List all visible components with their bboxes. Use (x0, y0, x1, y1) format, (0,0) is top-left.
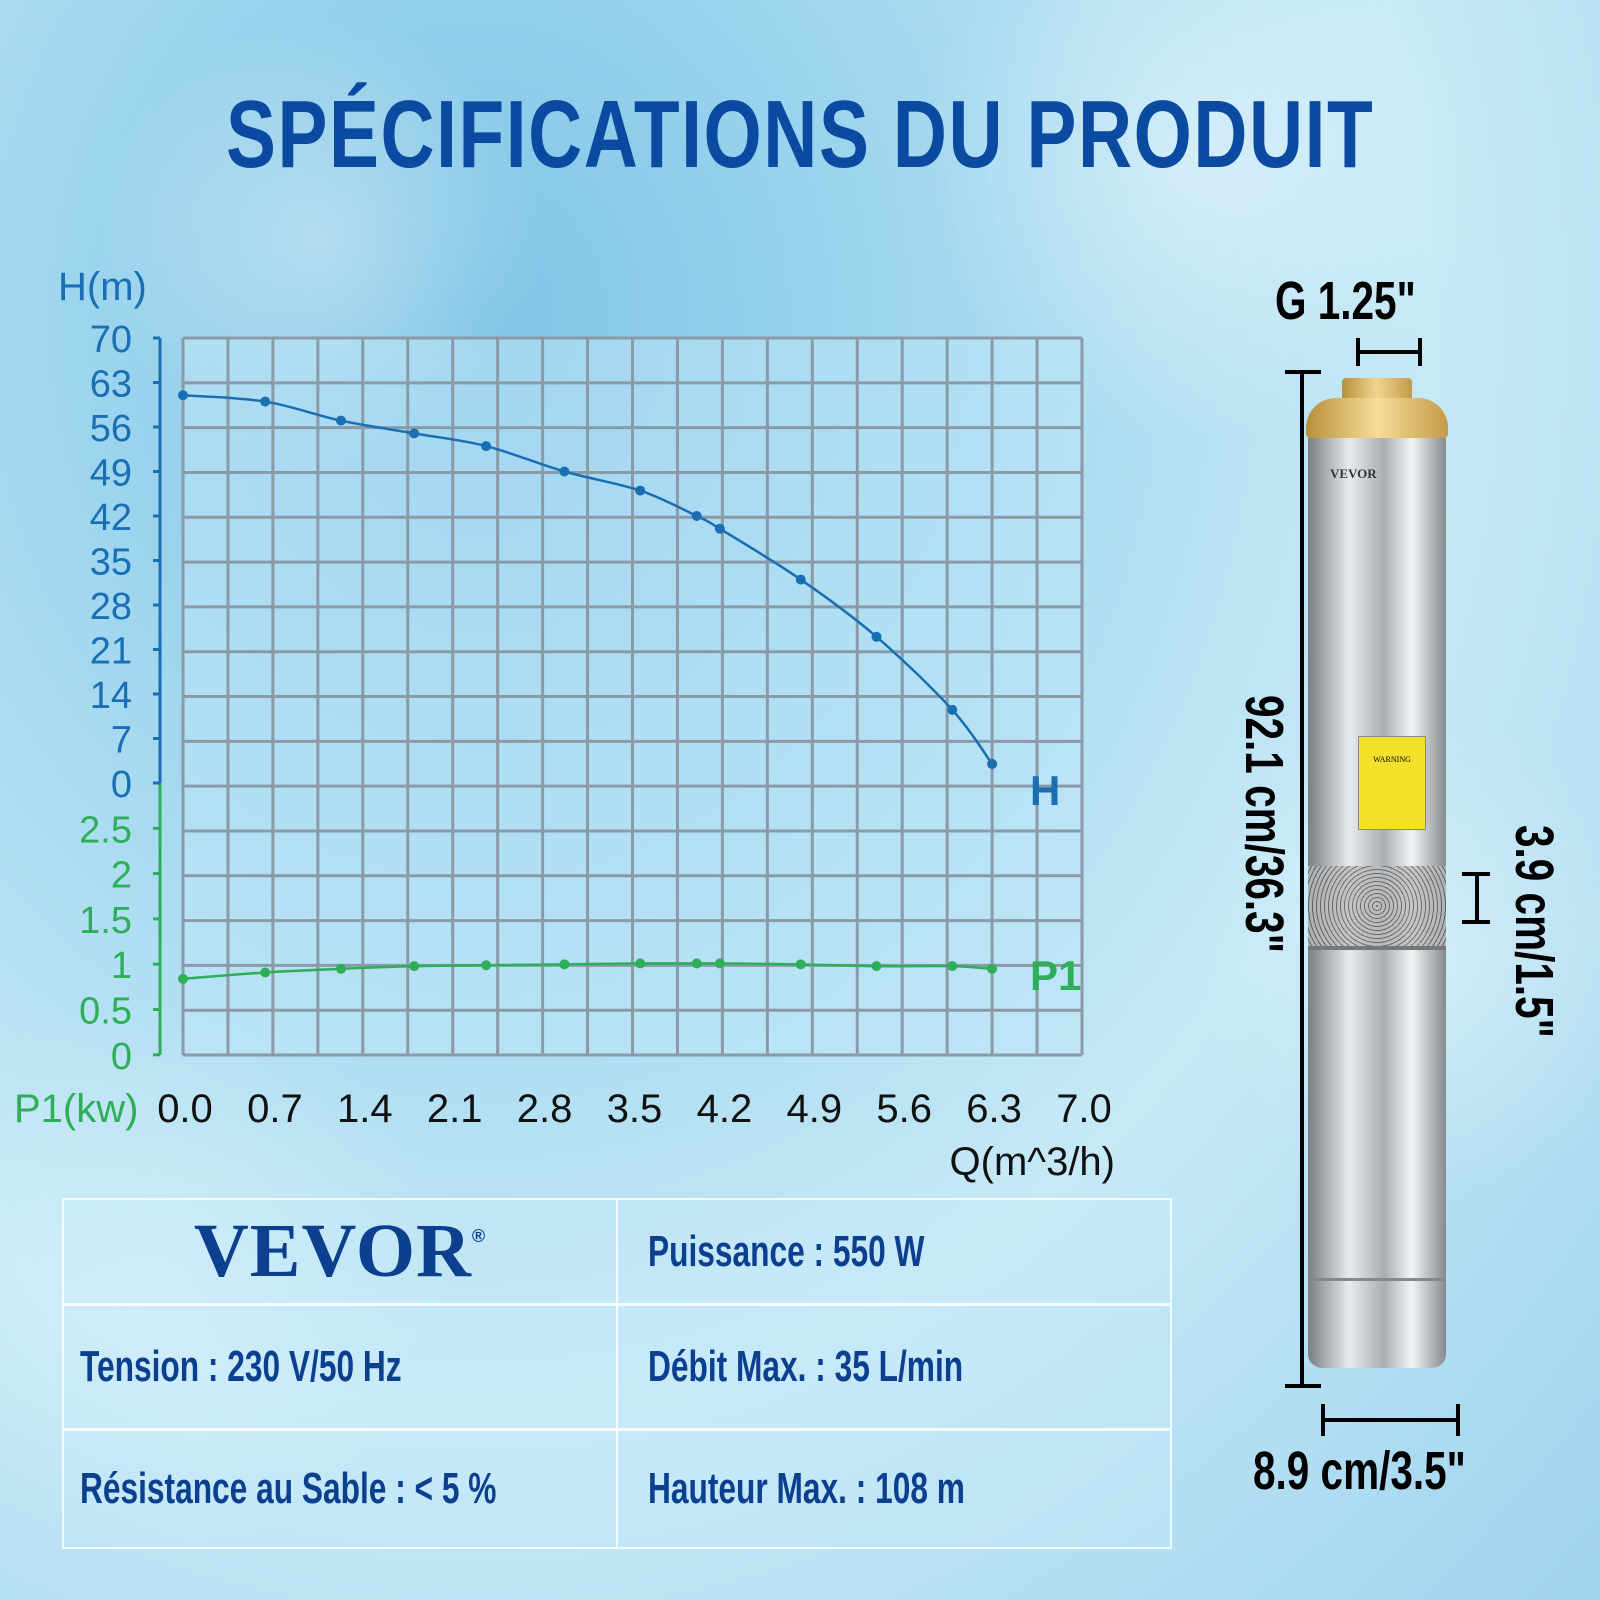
data-point-p1 (335, 963, 346, 974)
x-axis-label: Q(m^3/h) (950, 1140, 1115, 1184)
p1-tick-label: 0 (111, 1036, 132, 1078)
data-point-p1 (871, 961, 882, 972)
data-point-h (178, 390, 188, 401)
x-tick-label: 7.0 (1056, 1087, 1112, 1131)
dimension-line (1323, 1418, 1459, 1422)
data-point-p1 (987, 963, 998, 974)
data-point-h (335, 415, 346, 426)
data-point-p1 (635, 958, 646, 969)
spec-power: Puissance : 550 W (648, 1226, 925, 1276)
h-tick-label: 56 (90, 408, 132, 450)
h-tick-label: 70 (90, 319, 132, 361)
data-point-h (714, 523, 725, 534)
data-point-h (947, 704, 958, 715)
diameter-dimension: 8.9 cm/3.5" (1253, 1441, 1466, 1501)
spec-table: VEVOR ® Puissance : 550 W Tension : 230 V… (62, 1198, 1172, 1549)
data-point-p1 (481, 960, 492, 971)
x-tick-label: 4.9 (786, 1087, 842, 1131)
data-point-h (795, 574, 806, 585)
data-point-p1 (947, 961, 958, 972)
length-dimension: 92.1 cm/36.3" (1234, 695, 1294, 953)
warning-label: WARNING (1358, 736, 1426, 830)
divider (616, 1200, 618, 1547)
x-tick-label: 2.1 (427, 1087, 483, 1131)
data-point-p1 (714, 958, 725, 969)
data-point-h (481, 441, 492, 452)
data-point-h (987, 758, 998, 769)
dimension-line (1358, 350, 1420, 354)
p1-tick-label: 1 (111, 945, 132, 987)
data-point-p1 (559, 959, 570, 970)
p1-tick-label: 1.5 (79, 900, 132, 942)
x-tick-label: 5.6 (876, 1087, 932, 1131)
x-tick-label: 4.2 (697, 1087, 753, 1131)
h-tick-label: 42 (90, 497, 132, 539)
x-tick-label: 3.5 (607, 1087, 663, 1131)
h-tick-label: 14 (90, 675, 132, 717)
divider (64, 1303, 1170, 1306)
x-tick-label: 6.3 (966, 1087, 1022, 1131)
spec-voltage: Tension : 230 V/50 Hz (80, 1341, 402, 1391)
data-point-h (635, 485, 646, 496)
data-point-h (691, 511, 702, 521)
divider (64, 1428, 1170, 1431)
data-point-h (559, 466, 570, 477)
dimension-line (1475, 873, 1479, 923)
h-tick-label: 21 (90, 631, 132, 673)
inlet-mesh (1308, 866, 1446, 946)
spec-max-flow: Débit Max. : 35 L/min (648, 1341, 964, 1391)
series-label-h: H (1030, 767, 1060, 814)
data-point-p1 (795, 959, 806, 970)
x-tick-label: 0.7 (247, 1087, 303, 1131)
p1-tick-label: 2 (111, 855, 132, 897)
h-tick-label: 28 (90, 586, 132, 628)
data-point-h (260, 396, 271, 407)
data-point-p1 (178, 973, 188, 984)
outlet-dimension: G 1.25" (1275, 271, 1416, 331)
pump-image: VEVOR WARNING (1306, 378, 1448, 1370)
dimension-line (1300, 372, 1304, 1388)
vevor-logo: VEVOR ® (193, 1209, 487, 1293)
data-point-h (871, 631, 882, 642)
data-point-p1 (409, 961, 420, 972)
x-tick-label: 0.0 (157, 1087, 213, 1131)
data-point-p1 (691, 958, 702, 969)
inlet-dimension: 3.9 cm/1.5" (1504, 825, 1564, 1038)
h-tick-label: 49 (90, 453, 132, 495)
spec-sand-resistance: Résistance au Sable : < 5 % (80, 1464, 497, 1513)
h-tick-label: 63 (90, 364, 132, 406)
p1-axis-label: P1(kw) (14, 1087, 138, 1131)
h-tick-label: 7 (111, 720, 132, 762)
data-point-p1 (260, 967, 271, 978)
h-axis-label: H(m) (58, 265, 147, 309)
h-tick-label: 35 (90, 542, 132, 584)
data-point-h (409, 428, 420, 439)
p1-tick-label: 2.5 (79, 809, 132, 851)
x-tick-label: 1.4 (337, 1087, 393, 1131)
spec-max-head: Hauteur Max. : 108 m (648, 1464, 965, 1513)
series-label-p1: P1 (1030, 952, 1081, 999)
p1-tick-label: 0.5 (79, 991, 132, 1033)
pump-brand-label: VEVOR (1330, 466, 1377, 481)
page-title: SPÉCIFICATIONS DU PRODUIT (225, 81, 1375, 188)
x-tick-label: 2.8 (517, 1087, 573, 1131)
h-tick-label: 0 (111, 764, 132, 806)
